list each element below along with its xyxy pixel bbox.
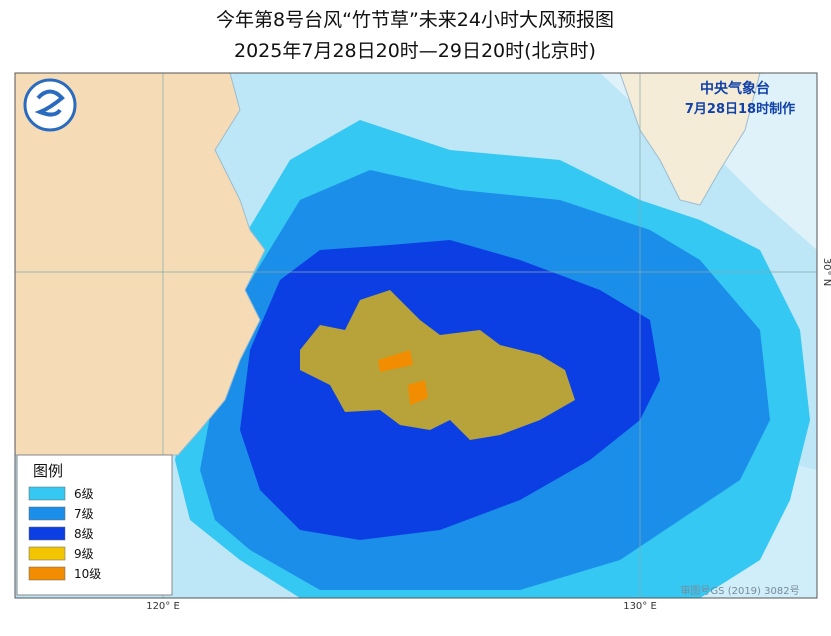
title: 今年第8号台风“竹节草”未来24小时大风预报图 — [216, 9, 614, 31]
map — [15, 73, 817, 598]
land — [15, 73, 266, 456]
legend-title: 图例 — [33, 462, 63, 480]
legend-swatch — [28, 506, 66, 521]
lat-label: 30° N — [821, 258, 831, 286]
lon-label: 130° E — [623, 601, 657, 612]
legend-label: 8级 — [74, 527, 94, 541]
wind-zone — [378, 350, 428, 405]
subtitle: 2025年7月28日20时—29日20时(北京时) — [234, 40, 596, 62]
legend-label: 7级 — [74, 507, 94, 521]
legend: 图例 6级 7级 8级 9级 10级 — [16, 454, 173, 596]
issued: 7月28日18时制作 — [685, 101, 795, 117]
map-frame — [14, 72, 818, 599]
legend-swatch — [28, 486, 66, 501]
wind-zone — [300, 290, 575, 440]
light-sea — [600, 73, 817, 250]
logo-mark — [34, 89, 65, 117]
legend-swatch — [28, 566, 66, 581]
legend-swatch — [28, 526, 66, 541]
legend-label: 10级 — [74, 567, 101, 581]
approval: 审图号GS (2019) 3082号 — [680, 584, 799, 597]
land — [619, 73, 761, 206]
legend-label: 9级 — [74, 547, 94, 561]
legend-label: 6级 — [74, 487, 94, 501]
lon-label: 120° E — [146, 601, 180, 612]
agency: 中央气象台 — [700, 80, 770, 97]
legend-swatch — [28, 546, 66, 561]
